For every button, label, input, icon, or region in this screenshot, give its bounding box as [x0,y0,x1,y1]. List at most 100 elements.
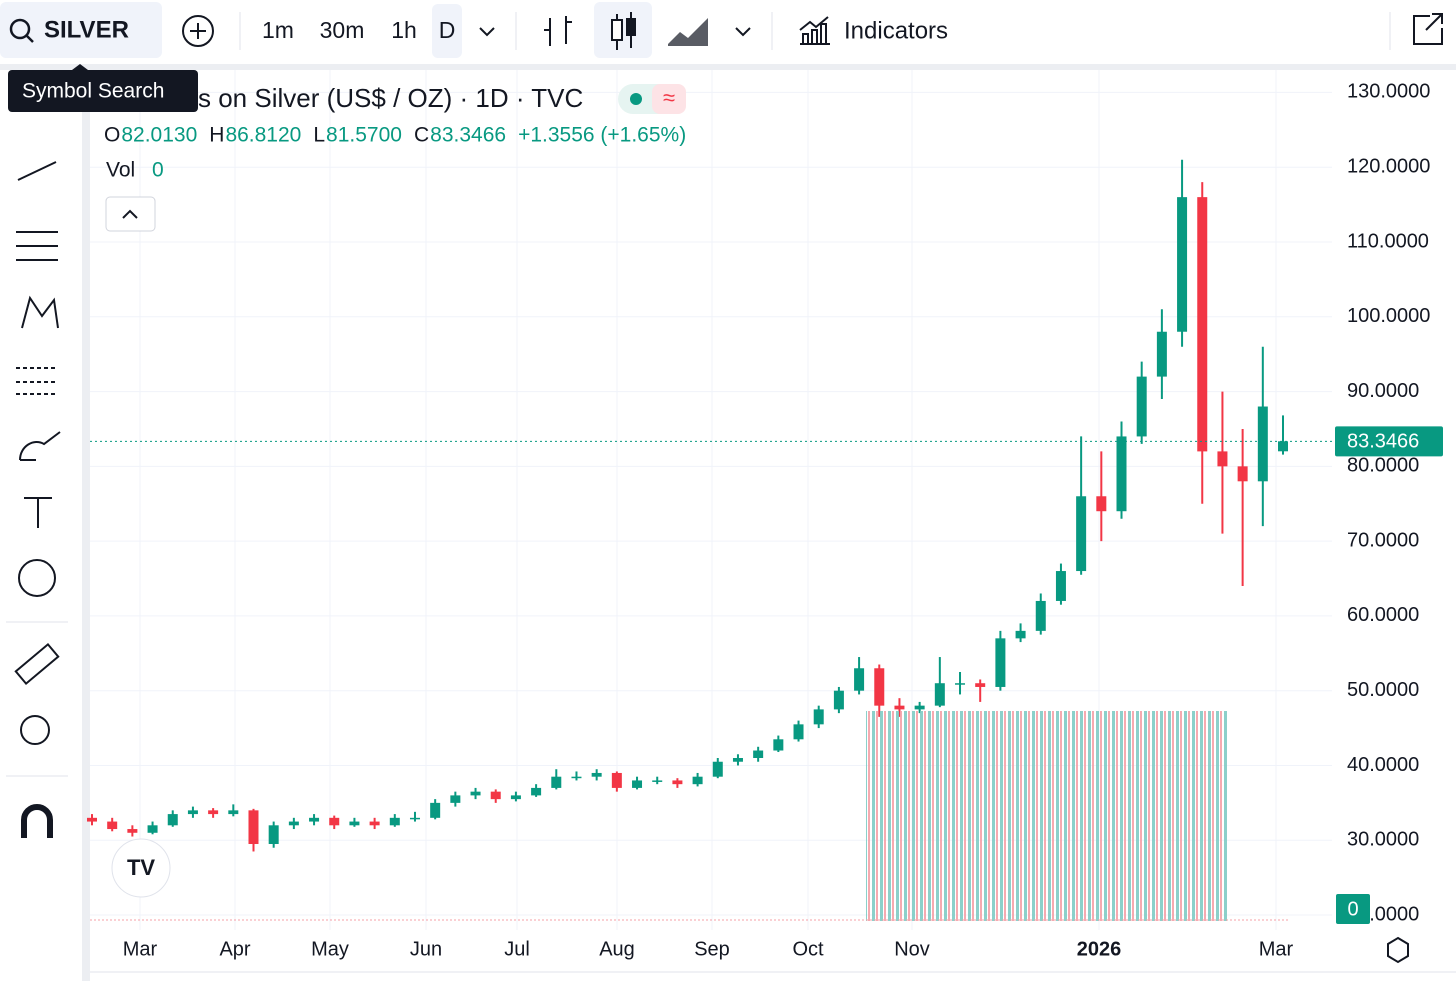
search-icon [26,35,34,43]
collapse-button[interactable] [105,196,156,232]
x-tick-label: Nov [894,938,930,960]
brush-tool[interactable] [19,431,61,461]
text-tool[interactable] [24,497,52,528]
projection-tool[interactable] [16,367,58,395]
candle-body [1035,600,1046,631]
y-tick-label: 120.0000 [1347,155,1430,177]
candle-body [409,817,420,820]
candle-body [611,772,622,788]
logo[interactable] [111,838,171,898]
y-tick-label: 90.0000 [1347,380,1419,402]
candle-body [753,750,764,758]
y-tick-label: 110.0000 [1347,230,1429,252]
candle-body [995,638,1006,687]
candle-body [874,668,885,706]
candle-body [1116,436,1127,512]
chart-type-dropdown[interactable] [735,27,751,37]
candle-body [470,791,481,796]
candle-body [773,739,784,751]
candle-body [1197,197,1208,452]
fullscreen[interactable] [1413,13,1443,45]
symbol-search[interactable] [0,2,162,58]
y-tick-label: 50.0000 [1347,679,1419,701]
candle-body [1237,466,1248,482]
toolbar [0,0,1456,64]
fib-tool[interactable] [16,231,58,261]
interval[interactable]: 30m [320,17,365,43]
ohlc-key: L [313,124,325,147]
volume-value: 0 [152,159,164,182]
volume-badge-label: 0 [1347,898,1358,920]
candle-body [1257,406,1268,482]
candle-body [1076,496,1087,572]
x-tick-label: Jul [504,938,530,960]
y-tick-label: 80.0000 [1347,455,1419,477]
y-tick-label: 40.0000 [1347,754,1419,776]
add-symbol[interactable] [182,15,214,47]
y-tick-label: 60.0000 [1347,604,1419,626]
pattern-tool[interactable] [21,295,59,329]
candle-body [732,758,743,762]
ohlc-key: C [414,124,429,147]
x-tick-label: Mar [1259,938,1294,960]
tooltip-arrow [72,64,88,70]
active-interval-bg [432,4,462,58]
candle-body [268,825,279,844]
candle-body [571,776,582,779]
tooltip-text: Symbol Search [22,80,164,103]
ruler-tool[interactable] [14,642,60,686]
interval[interactable]: 1h [391,17,417,43]
logo-text: TV [127,855,155,880]
ohlc: O 82.0130 H 86.8120 L 81.5700 C 83.3466 +1.3556 … [104,124,686,147]
candle-body [1156,331,1167,377]
candle-body [854,668,865,691]
interval-dropdown[interactable] [479,27,495,37]
candle-body [187,810,198,815]
ohlc-value: 82.0130 [121,124,197,147]
bars-icon[interactable] [544,16,572,46]
plot-area [87,70,1332,930]
candle-body [349,821,360,826]
candle-body [975,683,986,687]
emoji-tool[interactable] [18,559,56,597]
candle-body [712,761,723,777]
ohlc-value: 83.3466 [430,124,506,147]
candle-body [228,810,239,815]
candle-body [914,705,925,710]
change: +1.3556 (+1.65%) [518,124,686,147]
area-icon[interactable] [668,18,708,46]
x-tick-label: Jun [410,938,442,960]
tooltip [8,70,198,112]
candle-body [369,821,380,826]
candle-body [1055,571,1066,601]
interval[interactable]: 1m [262,17,294,43]
ohlc-value: 86.8120 [225,124,301,147]
trend-line-tool[interactable] [17,161,57,181]
x-tick-label: Mar [123,938,158,960]
candle-body [813,709,824,725]
candle-body [531,787,542,796]
candle-body [955,683,966,685]
zoom-tool[interactable] [20,715,50,745]
candle-body [672,780,683,785]
y-tick-label: 100.0000 [1347,305,1430,327]
status-dot [630,93,642,105]
add-symbol-icon [190,23,206,39]
candle-body [147,825,158,833]
magnet-tool[interactable] [21,804,53,838]
interval[interactable]: D [439,17,456,43]
last-price-badge [1335,426,1443,457]
ohlc-value: 81.5700 [326,124,402,147]
settings-icon[interactable] [1387,936,1409,964]
candle-body [450,795,461,803]
candle-body [1015,630,1026,639]
volume-label: Vol [106,159,135,182]
collapse-icon [122,209,138,219]
indicators[interactable]: Indicators [844,17,948,44]
candle-body [490,791,501,800]
candle-body [934,683,945,706]
candle-body [288,821,299,826]
candle-body [208,810,219,815]
volume-bars [866,711,1228,921]
